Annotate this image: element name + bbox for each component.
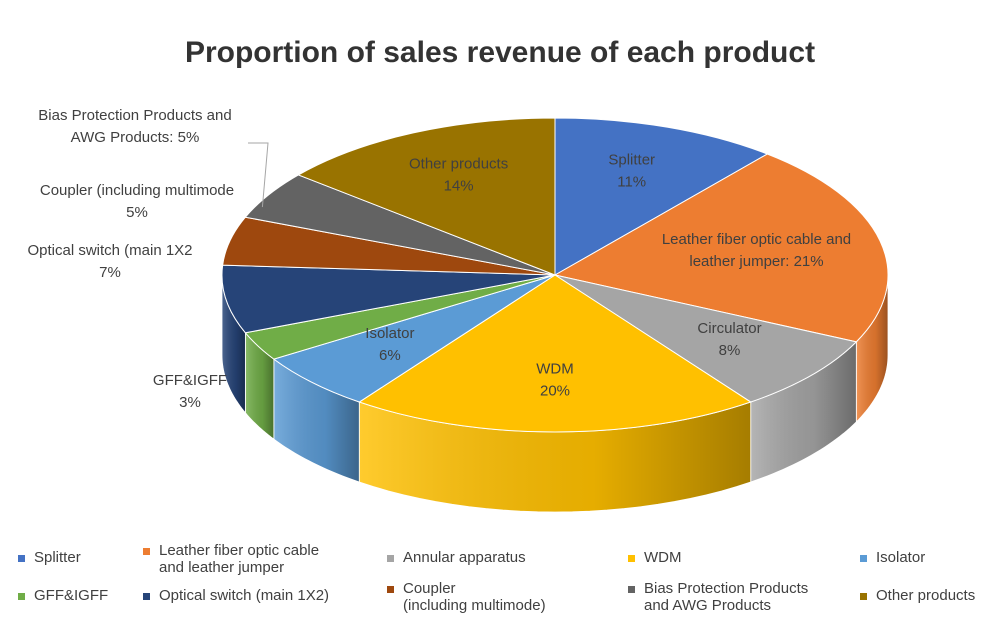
data-label-line: Other products: [409, 155, 508, 172]
legend-swatch: [143, 593, 150, 600]
data-label-line: Circulator: [697, 320, 761, 337]
data-label-line: 20%: [540, 382, 570, 399]
data-label-optical-switch-main-1x2: Optical switch (main 1X2 7%: [27, 242, 192, 281]
legend-item-splitter: Splitter: [18, 549, 81, 566]
legend-label: GFF&IGFF: [34, 587, 109, 604]
legend-item-coupler-including-multimode: Coupler (including multimode): [387, 580, 546, 614]
legend-swatch: [860, 593, 867, 600]
legend-label: Splitter: [34, 549, 81, 566]
legend-item-other-products: Other products: [860, 587, 975, 604]
data-label-line: AWG Products: 5%: [71, 129, 200, 146]
data-label-line: 7%: [99, 264, 121, 281]
legend-item-bias-protection-products-and-awg-products: Bias Protection Products and AWG Product…: [628, 580, 808, 614]
data-label-line: 5%: [126, 204, 148, 221]
data-label-line: Splitter: [608, 152, 655, 169]
data-label-annular-apparatus: Circulator 8%: [697, 320, 761, 359]
legend-swatch: [143, 548, 150, 555]
data-label-gff-igff: GFF&IGFF 3%: [153, 372, 227, 411]
pie-sides: [221, 274, 889, 513]
data-label-line: WDM: [536, 360, 574, 377]
legend-swatch: [628, 555, 635, 562]
legend-item-optical-switch-main-1x2: Optical switch (main 1X2): [143, 587, 329, 604]
data-label-line: GFF&IGFF: [153, 372, 227, 389]
data-label-line: 11%: [617, 174, 646, 191]
data-label-splitter: Splitter 11%: [608, 152, 655, 191]
data-label-isolator: Isolator 6%: [365, 325, 414, 364]
pie-slice-annular-apparatus: [554, 274, 858, 403]
data-label-other-products: Other products 14%: [409, 155, 508, 194]
data-label-leather-fiber-optic-cable-and-leather-jumper: Leather fiber optic cable and leather jum…: [662, 231, 851, 270]
legend-item-gff-igff: GFF&IGFF: [18, 587, 108, 604]
legend-label: Coupler (including multimode): [403, 580, 546, 614]
data-label-line: Isolator: [365, 325, 414, 342]
legend-swatch: [18, 593, 25, 600]
data-label-line: 8%: [719, 342, 741, 359]
pie-top: [221, 117, 889, 433]
pie-slice-isolator: [272, 274, 556, 403]
legend-swatch: [860, 555, 867, 562]
legend-swatch: [387, 586, 394, 593]
legend-swatch: [628, 586, 635, 593]
legend-swatch: [18, 555, 25, 562]
data-label-line: Bias Protection Products and: [38, 107, 231, 124]
legend-label: Annular apparatus: [403, 549, 526, 566]
legend-item-wdm: WDM: [628, 549, 682, 566]
data-label-line: 3%: [179, 394, 201, 411]
data-label-line: Leather fiber optic cable and: [662, 231, 851, 248]
data-label-wdm: WDM 20%: [536, 360, 574, 399]
pie-slice-leather-fiber-optic-cable-and-leather-jumper: [553, 153, 889, 343]
pie-slice-other-products: [297, 117, 556, 276]
data-label-line: Optical switch (main 1X2: [27, 242, 192, 259]
legend-label: Optical switch (main 1X2): [159, 587, 330, 604]
legend-label: WDM: [644, 549, 682, 566]
legend-item-annular-apparatus: Annular apparatus: [387, 549, 526, 566]
legend-swatch: [387, 555, 394, 562]
data-label-bias-protection-products-and-awg-products: Bias Protection Products and AWG Products…: [38, 107, 231, 146]
legend-label: Bias Protection Products and AWG Product…: [644, 580, 809, 614]
data-label-line: 14%: [444, 177, 474, 194]
pie-labels: Splitter 11% Leather fiber optic cable and…: [27, 107, 851, 411]
legend-label: Isolator: [876, 549, 926, 566]
chart-title: Proportion of sales revenue of each prod…: [184, 36, 816, 69]
chart-legend: Splitter Leather fiber optic cable and le…: [0, 538, 1000, 638]
legend-label: Other products: [876, 587, 976, 604]
pie-slice-optical-switch-main-1x2: [221, 264, 556, 334]
data-label-line: leather jumper: 21%: [689, 253, 823, 270]
legend-label: Leather fiber optic cable and leather ju…: [159, 542, 320, 576]
leader-line-bias-protection: [248, 142, 269, 208]
pie-slice-wdm: [358, 274, 752, 433]
pie-slice-splitter: [554, 117, 769, 276]
legend-item-leather-fiber-optic-cable-and-leather-jumper: Leather fiber optic cable and leather ju…: [143, 542, 319, 576]
legend-item-isolator: Isolator: [860, 549, 925, 566]
data-label-line: Coupler (including multimode: [40, 182, 234, 199]
data-label-line: 6%: [379, 347, 401, 364]
data-label-coupler-including-multimode: Coupler (including multimode 5%: [40, 182, 234, 221]
